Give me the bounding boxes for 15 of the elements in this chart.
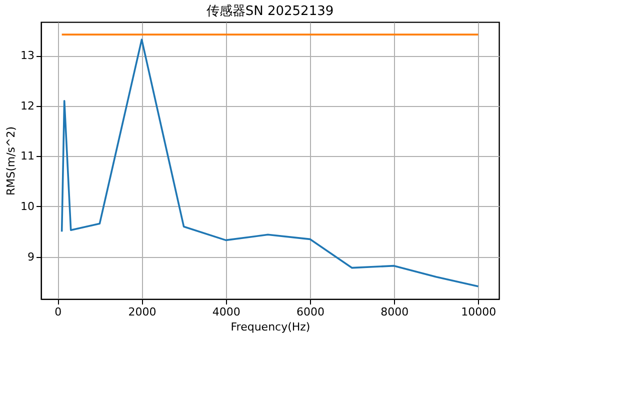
x-tick-label: 6000 [296,306,324,318]
x-tick-label: 4000 [212,306,240,318]
x-tick-label: 2000 [128,306,156,318]
chart-title: 传感器SN 20252139 [206,4,334,19]
y-tick-label: 9 [28,250,34,264]
y-tick-label: 12 [20,99,34,112]
line-series [60,38,480,288]
y-tick-label: 10 [20,200,34,213]
x-tick-label: 0 [54,306,62,318]
x-tick-label: 10000 [461,306,496,318]
x-tick-label: 8000 [380,306,409,318]
x-axis-title: Frequency(Hz) [230,320,310,334]
y-tick-label: 11 [20,150,34,163]
y-axis-title: RMS(m/s^2) [4,126,18,196]
y-tick-label: 13 [20,49,34,62]
